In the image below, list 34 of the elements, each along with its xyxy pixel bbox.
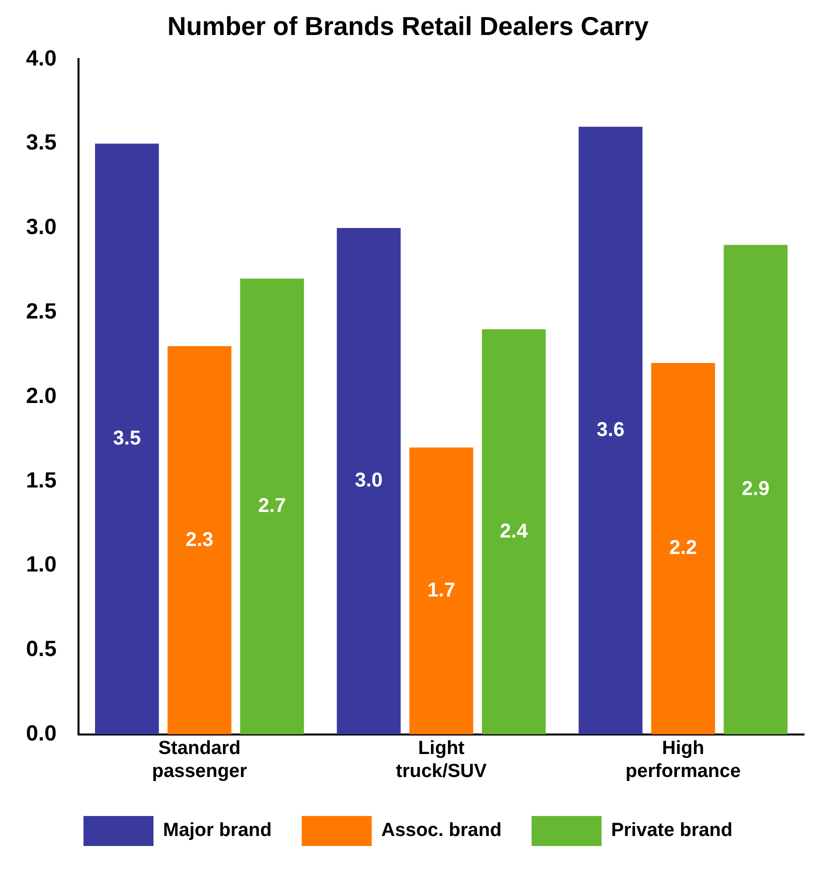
legend-label: Private brand [611, 820, 733, 842]
y-tick-label: 0.0 [26, 720, 57, 746]
data-label: 2.2 [669, 537, 698, 560]
data-label: 2.9 [742, 478, 770, 500]
data-label: 3.6 [596, 419, 624, 442]
bar [168, 346, 232, 734]
chart-title: Number of Brands Retail Dealers Carry [167, 10, 650, 41]
data-label: 2.7 [258, 495, 286, 518]
bar [482, 329, 546, 734]
y-tick-label: 4.0 [26, 45, 57, 70]
data-label: 2.3 [186, 528, 214, 551]
y-tick-label: 3.5 [26, 130, 57, 155]
y-tick-label: 3.0 [26, 214, 57, 240]
data-label: 3.0 [354, 470, 383, 492]
bar [409, 447, 474, 734]
data-label: 2.4 [500, 520, 529, 542]
bar [95, 144, 159, 734]
bar [578, 126, 642, 734]
x-tick-label: Light truck/SUV [396, 738, 488, 782]
y-tick-label: 1.5 [26, 467, 57, 492]
x-tick-label: High performance [626, 738, 741, 782]
data-label: 3.5 [113, 428, 141, 450]
legend-label: Major brand [162, 820, 272, 842]
y-tick-label: 0.5 [26, 636, 57, 662]
bar [724, 244, 788, 734]
legend-label: Assoc. brand [381, 820, 502, 842]
x-tick-label: Standard passenger [152, 738, 248, 782]
bar [651, 363, 716, 734]
y-tick-label: 1.0 [26, 552, 57, 577]
data-label: 1.7 [427, 579, 456, 602]
y-tick-label: 2.5 [26, 298, 57, 324]
y-tick-label: 2.0 [26, 382, 57, 408]
bar [336, 228, 401, 734]
bar [240, 278, 304, 734]
